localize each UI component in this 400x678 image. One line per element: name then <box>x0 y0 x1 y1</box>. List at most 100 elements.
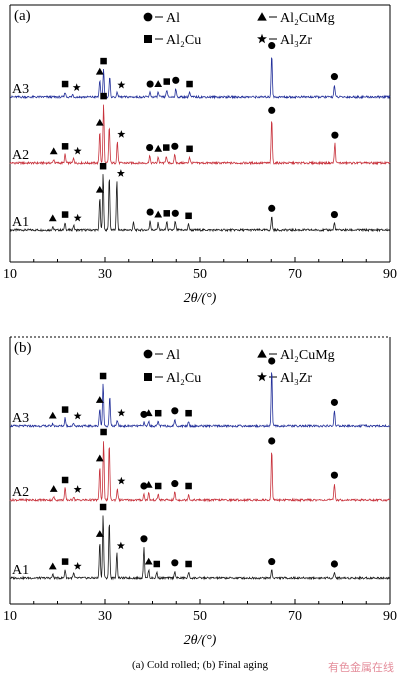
series-line-A1 <box>9 515 391 581</box>
peak-marker-star <box>117 408 126 417</box>
legend-label: Al₂Cu <box>166 371 201 386</box>
panel-0: 10 30 50 70 90 2θ/(°) (a) Al Al₂Cu Al₂CuMg Al₃Zr A1… <box>3 4 397 306</box>
peak-marker-triangle <box>48 214 57 222</box>
x-axis-title: 2θ/(°) <box>184 291 217 306</box>
peak-marker-square <box>61 211 69 218</box>
peak-marker-circle <box>171 209 179 217</box>
figure-caption: (a) Cold rolled; (b) Final aging <box>132 659 268 671</box>
series-label: A3 <box>12 82 29 97</box>
peak-marker-circle <box>268 42 276 50</box>
legend-entry: Al <box>143 11 180 26</box>
series-line-A3 <box>9 57 391 100</box>
peak-marker-circle <box>268 357 276 365</box>
peak-marker-square <box>61 406 69 413</box>
peak-marker-square <box>61 143 69 150</box>
peak-marker-circle <box>330 210 338 219</box>
peak-marker-triangle <box>49 485 58 492</box>
peak-marker-star <box>73 213 82 222</box>
peak-marker-star <box>73 485 82 493</box>
series-line-A3 <box>9 372 391 429</box>
x-tick-label: 70 <box>288 609 302 624</box>
watermark: 有色金属在线 <box>328 661 394 674</box>
peak-marker-triangle <box>144 557 153 565</box>
peak-marker-circle <box>171 480 179 488</box>
peak-marker-triangle <box>95 454 104 462</box>
peak-marker-square <box>100 92 107 100</box>
peak-marker-circle <box>146 143 154 152</box>
peak-marker-triangle <box>95 396 104 403</box>
x-axis-title: 2θ/(°) <box>184 633 217 648</box>
panel-label: (b) <box>14 340 32 356</box>
peak-marker-star <box>117 130 126 138</box>
peak-marker-square <box>185 482 192 490</box>
legend-label: Al₂Cu <box>166 33 201 48</box>
peak-marker-circle <box>330 73 338 81</box>
peak-marker-triangle <box>154 210 163 218</box>
peak-marker-circle <box>172 76 180 84</box>
peak-marker-circle <box>171 407 179 415</box>
peak-marker-triangle <box>95 118 104 126</box>
peak-marker-square <box>186 145 193 153</box>
peak-marker-star <box>117 80 126 89</box>
peak-marker-star <box>117 476 126 485</box>
peak-marker-star <box>73 561 82 570</box>
peak-marker-circle <box>268 204 276 212</box>
peak-marker-triangle <box>144 480 153 488</box>
series-label: A1 <box>12 563 29 578</box>
peak-marker-triangle <box>154 144 163 152</box>
peak-marker-circle <box>268 558 276 566</box>
peak-marker-triangle <box>49 147 58 155</box>
series-line-A2 <box>9 104 391 166</box>
series-label: A3 <box>12 411 29 426</box>
series-label: A2 <box>12 485 29 500</box>
x-tick-label: 30 <box>98 609 112 624</box>
peak-marker-triangle <box>48 562 57 570</box>
legend-entry: Al₃Zr <box>257 371 312 386</box>
x-tick-label: 10 <box>3 609 17 624</box>
peak-marker-triangle <box>154 80 163 87</box>
series-label: A1 <box>12 215 29 230</box>
peak-marker-circle <box>140 410 148 418</box>
legend-entry: Al₂Cu <box>144 33 201 48</box>
peak-marker-square <box>163 78 170 85</box>
peak-marker-square <box>100 428 107 436</box>
peak-marker-square <box>61 80 69 88</box>
peak-marker-star <box>72 83 81 91</box>
x-tick-label: 90 <box>383 609 397 624</box>
peak-marker-square <box>154 409 162 417</box>
peak-marker-circle <box>171 559 179 567</box>
peak-marker-square <box>163 210 170 217</box>
legend-entry: Al₂CuMg <box>257 11 335 26</box>
peak-marker-circle <box>146 208 154 216</box>
peak-marker-square <box>99 503 107 511</box>
peak-marker-circle <box>140 482 148 490</box>
peak-marker-square <box>61 558 69 565</box>
legend-label: Al <box>166 348 180 363</box>
peak-marker-square <box>185 212 192 220</box>
peak-marker-square <box>185 409 192 417</box>
peak-marker-triangle <box>95 67 104 75</box>
legend-entry: Al <box>143 348 180 363</box>
legend-label: Al₂CuMg <box>280 11 335 26</box>
x-tick-label: 50 <box>193 609 207 624</box>
x-tick-label: 50 <box>193 267 207 282</box>
peak-marker-star <box>116 541 125 550</box>
legend-label: Al₃Zr <box>280 33 312 48</box>
peak-marker-circle <box>268 106 276 114</box>
peak-marker-square <box>185 560 192 568</box>
peak-marker-square <box>100 57 107 65</box>
peak-marker-square <box>186 80 193 88</box>
peak-marker-circle <box>171 142 179 150</box>
peak-marker-triangle <box>95 530 104 537</box>
x-tick-label: 30 <box>98 267 112 282</box>
peak-marker-square <box>154 482 162 490</box>
panel-label: (a) <box>14 8 31 24</box>
peak-marker-star <box>116 169 125 177</box>
peak-marker-square <box>61 476 69 484</box>
peak-marker-circle <box>146 80 154 88</box>
legend-label: Al₂CuMg <box>280 348 335 363</box>
legend-entry: Al₃Zr <box>257 33 312 48</box>
peak-marker-circle <box>330 560 338 568</box>
legend-label: Al₃Zr <box>280 371 312 386</box>
